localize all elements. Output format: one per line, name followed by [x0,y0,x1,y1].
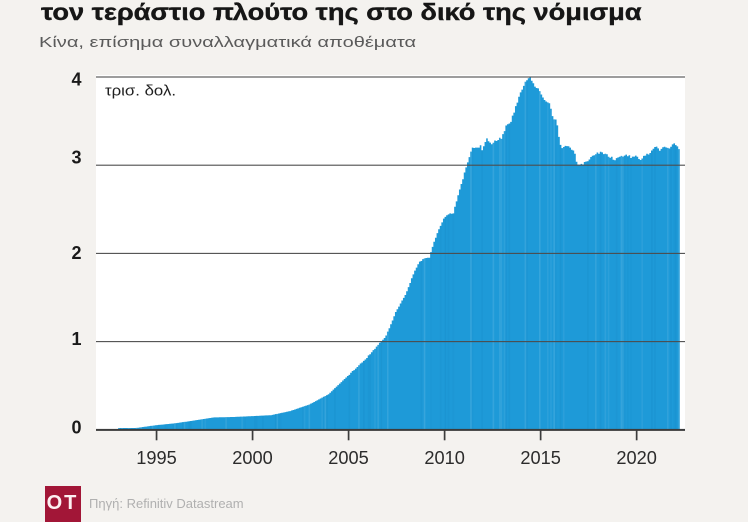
svg-text:1: 1 [71,329,81,349]
svg-text:τρισ. δολ.: τρισ. δολ. [105,84,176,100]
svg-text:0: 0 [71,418,81,438]
svg-text:2: 2 [71,243,81,263]
svg-text:1995: 1995 [136,448,177,468]
svg-text:3: 3 [71,147,81,167]
svg-text:2020: 2020 [616,448,657,468]
svg-text:2005: 2005 [328,448,369,468]
svg-text:4: 4 [71,70,81,90]
svg-text:2015: 2015 [520,448,561,468]
svg-text:2000: 2000 [232,448,273,468]
svg-text:2010: 2010 [424,448,465,468]
